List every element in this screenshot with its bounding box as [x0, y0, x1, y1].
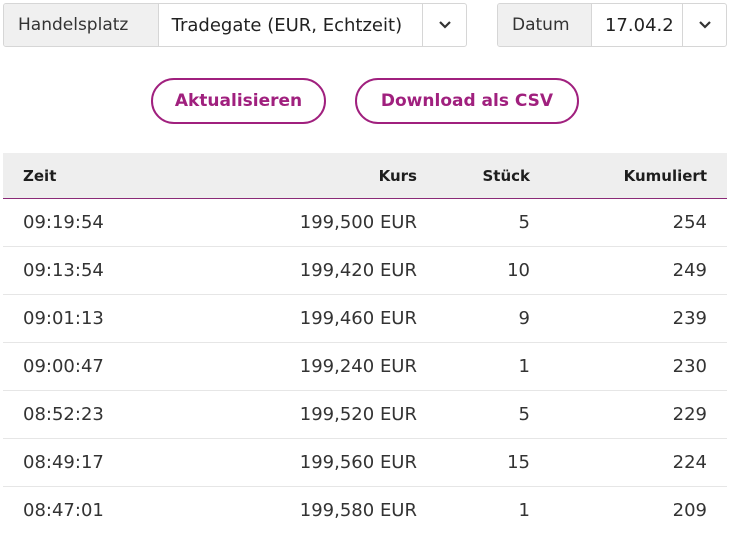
cell-price: 199,500 EUR — [299, 212, 417, 233]
trades-table: Zeit Kurs Stück Kumuliert 09:19:54 199,50… — [3, 153, 727, 534]
cell-time: 08:52:23 — [23, 404, 104, 425]
date-value[interactable]: 17.04.2 — [604, 14, 674, 36]
table-row: 09:13:54 199,420 EUR 10 249 — [3, 247, 727, 295]
cell-time: 09:19:54 — [23, 212, 104, 233]
table-row: 08:49:17 199,560 EUR 15 224 — [3, 439, 727, 487]
cell-cumulative: 230 — [672, 356, 707, 377]
cell-quantity: 1 — [518, 356, 530, 377]
column-header-time[interactable]: Zeit — [23, 166, 57, 185]
cell-time: 09:13:54 — [23, 260, 104, 281]
cell-price: 199,580 EUR — [299, 500, 417, 521]
column-header-cumulative[interactable]: Kumuliert — [623, 166, 707, 185]
cell-time: 08:47:01 — [23, 500, 104, 521]
date-label: Datum — [498, 4, 592, 46]
table-body: 09:19:54 199,500 EUR 5 254 09:13:54 199,420 E… — [3, 199, 727, 534]
cell-price: 199,240 EUR — [299, 356, 417, 377]
cell-cumulative: 239 — [672, 308, 707, 329]
cell-price: 199,560 EUR — [299, 452, 417, 473]
cell-cumulative: 254 — [672, 212, 707, 233]
cell-price: 199,520 EUR — [299, 404, 417, 425]
cell-price: 199,420 EUR — [299, 260, 417, 281]
cell-quantity: 1 — [518, 500, 530, 521]
column-header-price[interactable]: Kurs — [378, 166, 417, 185]
cell-cumulative: 209 — [672, 500, 707, 521]
chevron-down-icon[interactable] — [682, 4, 726, 46]
cell-quantity: 15 — [507, 452, 530, 473]
download-csv-button[interactable]: Download als CSV — [355, 78, 579, 124]
cell-cumulative: 249 — [672, 260, 707, 281]
table-row: 08:52:23 199,520 EUR 5 229 — [3, 391, 727, 439]
cell-price: 199,460 EUR — [299, 308, 417, 329]
cell-time: 08:49:17 — [23, 452, 104, 473]
cell-time: 09:01:13 — [23, 308, 104, 329]
refresh-button[interactable]: Aktualisieren — [151, 78, 326, 124]
table-row: 08:47:01 199,580 EUR 1 209 — [3, 487, 727, 534]
cell-cumulative: 224 — [672, 452, 707, 473]
cell-time: 09:00:47 — [23, 356, 104, 377]
table-row: 09:01:13 199,460 EUR 9 239 — [3, 295, 727, 343]
date-select[interactable]: Datum 17.04.2 — [497, 3, 727, 47]
chevron-down-icon[interactable] — [422, 4, 466, 46]
trading-venue-label: Handelsplatz — [4, 4, 159, 46]
column-header-quantity[interactable]: Stück — [482, 166, 530, 185]
cell-cumulative: 229 — [672, 404, 707, 425]
table-header: Zeit Kurs Stück Kumuliert — [3, 153, 727, 199]
trading-venue-select[interactable]: Handelsplatz Tradegate (EUR, Echtzeit) — [3, 3, 467, 47]
cell-quantity: 9 — [518, 308, 530, 329]
table-row: 09:00:47 199,240 EUR 1 230 — [3, 343, 727, 391]
table-row: 09:19:54 199,500 EUR 5 254 — [3, 199, 727, 247]
cell-quantity: 10 — [507, 260, 530, 281]
cell-quantity: 5 — [518, 404, 530, 425]
cell-quantity: 5 — [518, 212, 530, 233]
trading-venue-value[interactable]: Tradegate (EUR, Echtzeit) — [171, 14, 403, 36]
